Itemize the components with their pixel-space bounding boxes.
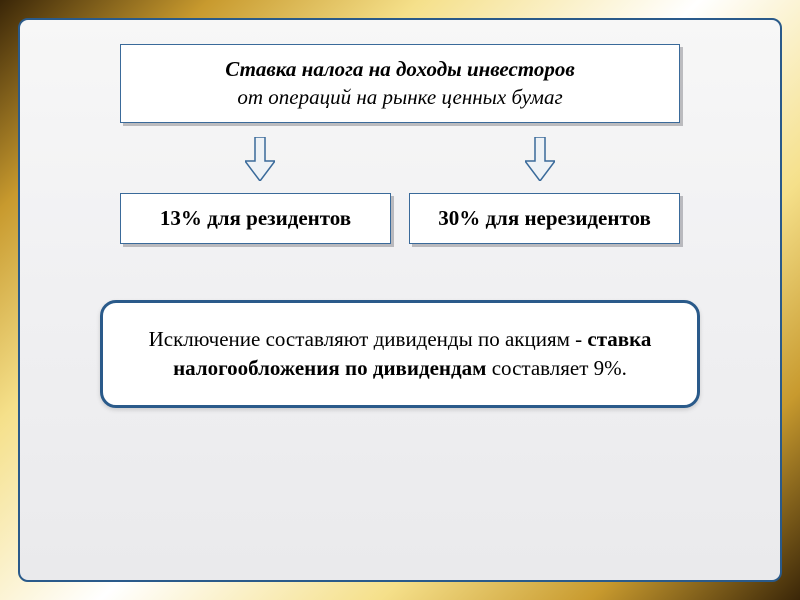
arrow-down-icon — [245, 137, 275, 181]
rate-residents-label: 13% для резидентов — [160, 206, 351, 230]
title-line-2: от операций на рынке ценных бумаг — [237, 85, 562, 109]
arrow-down-icon — [525, 137, 555, 181]
slide-frame: Ставка налога на доходы инвесторов от оп… — [0, 0, 800, 600]
rate-row: 13% для резидентов 30% для нерезидентов — [120, 193, 680, 244]
content-panel: Ставка налога на доходы инвесторов от оп… — [18, 18, 782, 582]
rate-nonresidents-label: 30% для нерезидентов — [438, 206, 651, 230]
rate-residents-box: 13% для резидентов — [120, 193, 391, 244]
exception-text-1: Исключение составляют дивиденды по акция… — [149, 327, 588, 351]
arrows-row — [120, 137, 680, 181]
exception-box: Исключение составляют дивиденды по акция… — [100, 300, 700, 409]
rate-nonresidents-box: 30% для нерезидентов — [409, 193, 680, 244]
exception-text-3: составляет 9%. — [492, 356, 627, 380]
title-box: Ставка налога на доходы инвесторов от оп… — [120, 44, 680, 123]
title-line-1: Ставка налога на доходы инвесторов — [225, 57, 574, 81]
